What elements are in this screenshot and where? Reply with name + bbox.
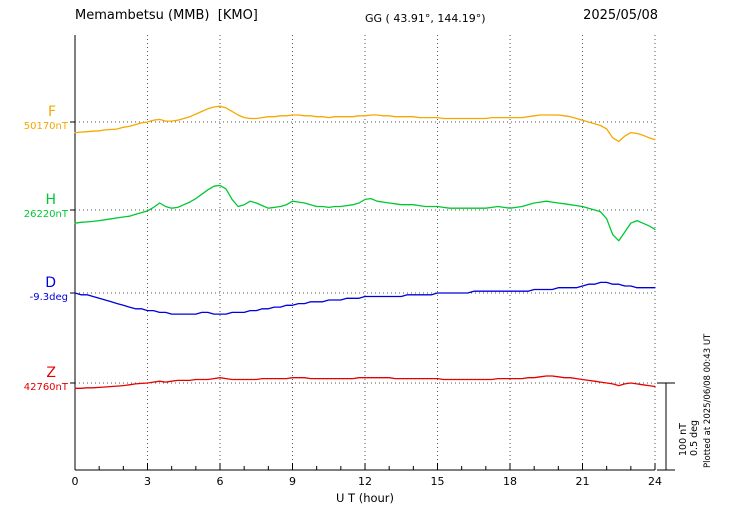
trace-baseline-Z: 42760nT [23, 382, 68, 393]
trace-D [74, 281, 656, 315]
x-tick-label: 18 [503, 475, 517, 488]
station-title: Memambetsu (MMB) [KMO] [75, 8, 258, 23]
x-axis-label: U T (hour) [335, 491, 395, 505]
x-tick-label: 6 [217, 475, 224, 488]
x-tick-label: 0 [72, 475, 79, 488]
x-tick-label: 12 [358, 475, 372, 488]
scale-label-nt: 100 nT [678, 423, 689, 456]
gg-coordinates: GG ( 43.91°, 144.19°) [365, 12, 486, 25]
trace-label-Z: Z [46, 365, 56, 381]
trace-label-F: F [47, 104, 56, 120]
trace-baseline-H: 26220nT [23, 209, 68, 220]
trace-F [74, 105, 656, 143]
x-tick-label: 3 [144, 475, 151, 488]
x-tick-label: 21 [576, 475, 590, 488]
trace-baseline-D: -9.3deg [29, 292, 68, 303]
plotted-at-note: Plotted at 2025/06/08 00:43 UT [703, 333, 713, 468]
x-tick-label: 24 [648, 475, 662, 488]
x-tick-label: 15 [431, 475, 445, 488]
plot-date: 2025/05/08 [583, 8, 658, 23]
trace-H [74, 184, 656, 242]
trace-baseline-F: 50170nT [23, 121, 68, 132]
x-tick-label: 9 [289, 475, 296, 488]
scale-bar-labels: 100 nT 0.5 deg [678, 420, 700, 456]
trace-label-D: D [45, 275, 56, 291]
scale-label-deg: 0.5 deg [689, 419, 700, 456]
trace-Z [74, 375, 656, 389]
trace-label-H: H [45, 192, 56, 208]
